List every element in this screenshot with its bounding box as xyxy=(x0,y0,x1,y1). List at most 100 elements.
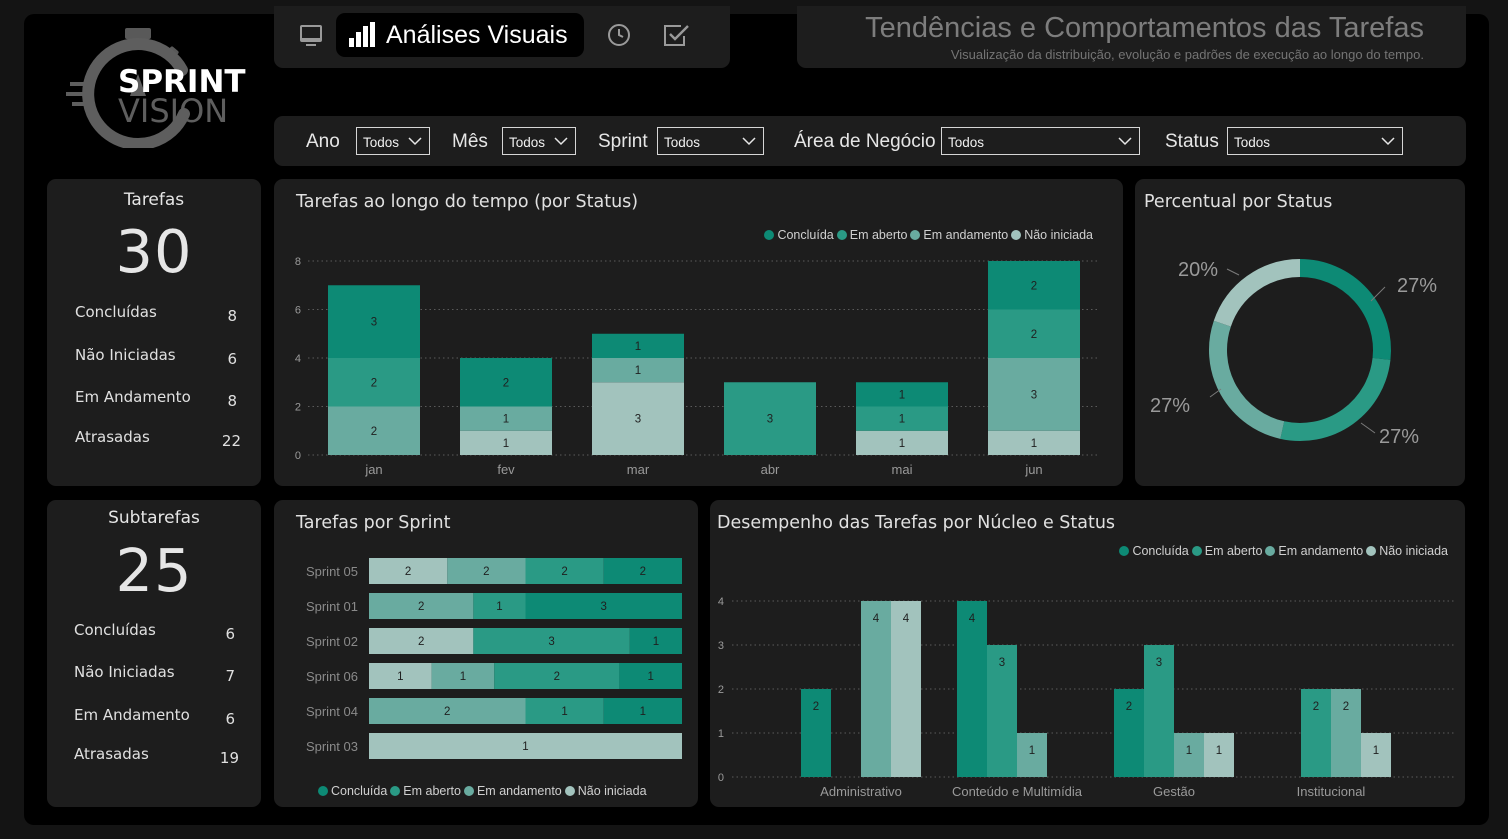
bar-segment xyxy=(369,663,432,689)
filter-bar: Ano Todos Mês Todos Sprint Todos Área de… xyxy=(274,116,1466,166)
kpi-value-atrasadas: 22 xyxy=(221,432,241,450)
y-tick-label: Sprint 02 xyxy=(306,634,358,649)
data-label: 1 xyxy=(635,365,641,377)
page-subtitle: Visualização da distribuição, evolução e… xyxy=(950,47,1424,62)
kpi-title: Tarefas xyxy=(123,190,185,210)
bar xyxy=(987,645,1017,777)
bar xyxy=(1017,733,1047,777)
data-label: 2 xyxy=(1126,701,1132,713)
filter-select-status[interactable]: Todos xyxy=(1227,127,1403,155)
data-label: 1 xyxy=(899,438,905,450)
data-label: 4 xyxy=(873,613,880,625)
legend-item-nao-iniciada: Não iniciada xyxy=(1011,228,1093,242)
legend-item-em-andamento: Em andamento xyxy=(910,228,1008,242)
data-label: 27% xyxy=(1397,275,1437,297)
legend-dot xyxy=(1011,230,1022,240)
nav-button-monitor[interactable] xyxy=(293,17,329,53)
y-tick-label: 4 xyxy=(295,353,301,365)
y-tick-label: 1 xyxy=(718,728,724,740)
legend-label: Em aberto xyxy=(1204,544,1263,558)
kpi-total: 30 xyxy=(115,217,193,286)
chart-title: Tarefas ao longo do tempo (por Status) xyxy=(296,192,639,212)
bar-segment xyxy=(473,628,630,654)
filter-select-area-de-negocio[interactable]: Todos xyxy=(941,127,1140,155)
header-panel: Tendências e Comportamentos das Tarefas … xyxy=(797,6,1466,68)
legend-dot xyxy=(564,786,575,796)
leader-line xyxy=(1370,286,1386,302)
legend-dot xyxy=(1265,546,1276,556)
nav-active-label: Análises Visuais xyxy=(386,20,568,49)
x-tick-label: jun xyxy=(1024,462,1042,477)
chart-svg-sprint: 2 2 2 2 Sprint 05 2 1 3 Sprint 01 2 3 1 Sprint 02 1 1 2… xyxy=(306,558,682,759)
kpi-label-atrasadas: Atrasadas xyxy=(74,745,149,763)
logo-text-vision: VISION xyxy=(118,92,229,130)
y-tick-label: 2 xyxy=(295,402,301,414)
legend-label: Concluída xyxy=(1132,544,1189,558)
filter-select-sprint[interactable]: Todos xyxy=(657,127,764,155)
chart-panel-sprint: Tarefas por Sprint Concluída Em aberto E… xyxy=(274,500,698,807)
filter-select-mes[interactable]: Todos xyxy=(502,127,576,155)
data-label: 2 xyxy=(418,601,424,613)
y-tick-label: 8 xyxy=(295,256,301,268)
data-label: 2 xyxy=(554,671,560,683)
nav-button-clock[interactable] xyxy=(601,17,637,53)
bar-segment xyxy=(460,406,552,431)
kpi-label-concluidas: Concluídas xyxy=(74,621,156,639)
y-tick-label: 2 xyxy=(718,684,724,696)
filter-value-ano: Todos xyxy=(363,135,400,150)
bar-segment xyxy=(603,698,682,724)
stopwatch-logo-icon xyxy=(66,28,190,151)
filter-value-sprint: Todos xyxy=(664,135,701,150)
y-tick-label: Sprint 01 xyxy=(306,599,358,614)
bar-segment xyxy=(856,382,948,407)
legend-label: Em andamento xyxy=(1278,544,1364,558)
chevron-down-icon xyxy=(1118,137,1132,146)
x-tick-label: fev xyxy=(497,462,515,477)
kpi-title: Subtarefas xyxy=(108,508,200,528)
filter-select-ano[interactable]: Todos xyxy=(356,127,430,155)
data-label: 1 xyxy=(899,389,905,401)
filter-label-area-de-negocio: Área de Negócio xyxy=(794,131,936,152)
data-label: 2 xyxy=(503,377,509,389)
page-title: Tendências e Comportamentos das Tarefas xyxy=(865,12,1424,44)
checklist-icon xyxy=(664,25,689,46)
monitor-icon xyxy=(300,25,322,46)
chart-panel-tempo: Tarefas ao longo do tempo (por Status) C… xyxy=(274,179,1123,486)
data-label: 1 xyxy=(522,741,528,753)
kpi-label-concluidas: Concluídas xyxy=(75,303,157,321)
filter-value-status: Todos xyxy=(1234,135,1271,150)
x-tick-label: Gestão xyxy=(1153,784,1195,799)
data-label: 1 xyxy=(561,706,567,718)
bar-segment xyxy=(988,261,1080,310)
legend-item-em-aberto: Em aberto xyxy=(390,784,461,798)
legend-dot xyxy=(910,230,921,240)
bar xyxy=(1144,645,1174,777)
bar-segment xyxy=(856,406,948,431)
x-tick-label: Institucional xyxy=(1297,784,1366,799)
logo: SPRINT VISION xyxy=(64,26,246,151)
data-label: 27% xyxy=(1150,395,1190,417)
kpi-label-nao-iniciadas: Não Iniciadas xyxy=(74,663,175,681)
bar-segment xyxy=(592,382,684,455)
data-label: 1 xyxy=(640,706,646,718)
bar xyxy=(1301,689,1331,777)
filter-label-mes: Mês xyxy=(452,131,488,152)
legend-item-concluida: Concluída xyxy=(1119,544,1189,558)
data-label: 2 xyxy=(418,636,424,648)
y-tick-label: Sprint 06 xyxy=(306,669,358,684)
bar-chart-icon xyxy=(349,22,375,47)
data-label: 2 xyxy=(405,566,411,578)
bar-segment xyxy=(988,430,1080,455)
legend-item-concluida: Concluída xyxy=(764,228,834,242)
data-label: 2 xyxy=(1031,329,1037,341)
nav-button-checklist[interactable] xyxy=(658,17,694,53)
data-label: 1 xyxy=(1373,745,1379,757)
legend-label: Concluída xyxy=(777,228,834,242)
nav-button-analises-visuais[interactable]: Análises Visuais xyxy=(336,13,584,57)
data-label: 1 xyxy=(496,601,502,613)
x-tick-label: mar xyxy=(627,462,650,477)
data-label: 2 xyxy=(640,566,646,578)
legend-label: Não iniciada xyxy=(1024,228,1093,242)
legend-dot xyxy=(1366,546,1377,556)
legend-label: Em andamento xyxy=(923,228,1009,242)
